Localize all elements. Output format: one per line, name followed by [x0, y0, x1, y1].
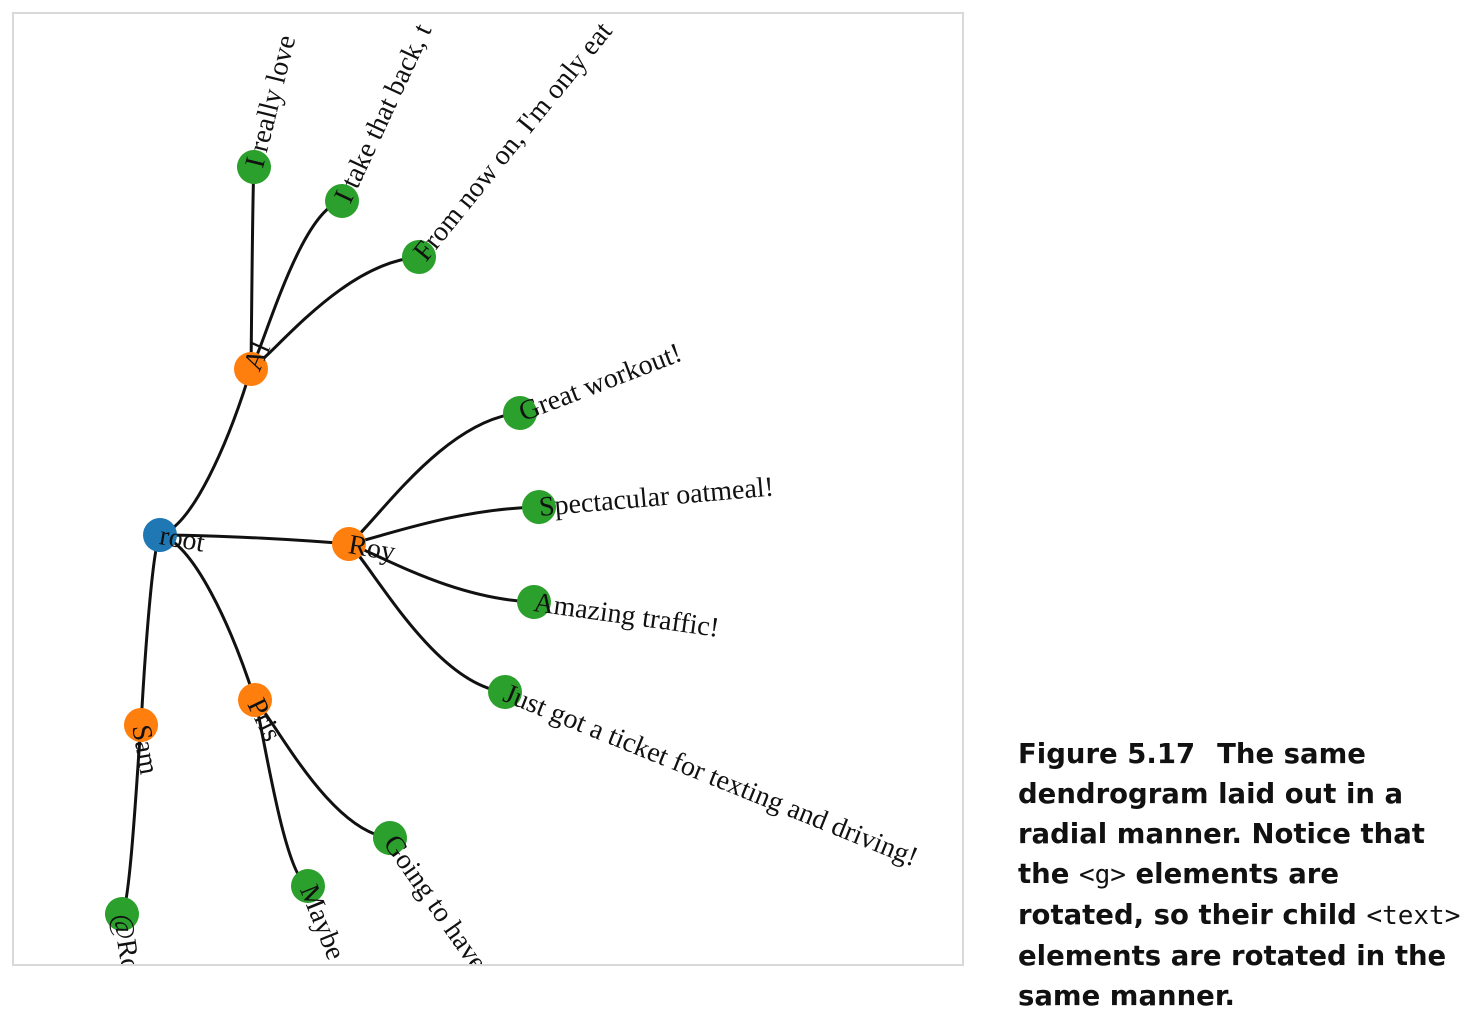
node-roy_4: Just got a ticket for texting and drivin… — [488, 675, 922, 873]
node-circle-sam_1 — [105, 897, 139, 931]
caption-text-1: The same dendrogram laid out in a radial… — [1018, 738, 1425, 890]
node-circle-al_1 — [237, 150, 271, 184]
node-circle-sam — [124, 708, 158, 742]
link-root-sam — [139, 534, 162, 726]
figure-number: Figure 5.17 — [1018, 738, 1196, 770]
link-root-roy — [159, 533, 350, 546]
node-label-al_1: I really love — [239, 32, 302, 171]
node-circle-roy — [332, 527, 366, 561]
link-root-pris — [159, 533, 257, 701]
link-roy-roy_1 — [348, 411, 521, 546]
node-label-al_2: I take that back, t — [328, 19, 438, 208]
node-label-roy_2: Spectacular oatmeal! — [538, 472, 775, 523]
node-label-root: root — [157, 520, 207, 558]
node-roy: Roy — [332, 527, 398, 568]
node-label-roy: Roy — [346, 529, 397, 568]
node-circle-roy_1 — [503, 396, 537, 430]
node-roy_3: Amazing traffic! — [517, 585, 721, 644]
node-circle-al — [234, 352, 268, 386]
caption-text-2: elements are rotated, so their child — [1018, 858, 1367, 931]
node-roy_2: Spectacular oatmeal! — [522, 472, 775, 524]
link-al-al_3 — [250, 255, 420, 371]
node-roy_1: Great workout! — [503, 337, 687, 430]
node-label-roy_1: Great workout! — [515, 337, 687, 428]
node-label-pris_2: Maybe — [293, 880, 351, 964]
link-roy-roy_4 — [347, 542, 506, 694]
node-circle-al_2 — [325, 184, 359, 218]
node-label-sam_1: @Ro — [106, 912, 146, 966]
node-label-al_3: From now on, I'm only eat — [407, 16, 618, 267]
link-al-al_2 — [249, 199, 343, 370]
node-pris_2: Maybe — [291, 869, 351, 964]
node-pris_1: Going to have — [373, 821, 493, 966]
node-circle-root — [143, 518, 177, 552]
node-al_3: From now on, I'm only eat — [402, 16, 619, 274]
caption-text-3: elements are rotated in the same manner. — [1018, 940, 1447, 1012]
caption-code-g: <g> — [1078, 860, 1126, 890]
node-sam: Sam — [124, 708, 164, 777]
node-circle-pris — [238, 683, 272, 717]
node-circle-pris_2 — [291, 869, 325, 903]
node-circle-roy_3 — [517, 585, 551, 619]
node-al_1: I really love — [237, 32, 302, 184]
node-label-pris_1: Going to have — [377, 829, 493, 966]
figure-panel: root Al Roy Pris Sam I really love I take that… — [12, 12, 964, 966]
node-label-roy_4: Just got a ticket for texting and drivin… — [499, 678, 922, 873]
figure-caption: Figure 5.17 The same dendrogram laid out … — [1018, 734, 1462, 1016]
caption-code-text: <text> — [1366, 901, 1461, 931]
node-label-roy_3: Amazing traffic! — [532, 587, 721, 644]
node-al: Al — [234, 337, 277, 386]
node-circle-roy_4 — [488, 675, 522, 709]
node-root: root — [143, 518, 207, 559]
node-al_2: I take that back, t — [325, 19, 438, 218]
link-root-al — [159, 368, 253, 537]
node-circle-pris_1 — [373, 821, 407, 855]
node-circle-roy_2 — [522, 490, 556, 524]
node-label-sam: Sam — [125, 722, 164, 777]
node-circle-al_3 — [402, 240, 436, 274]
node-sam_1: @Ro — [105, 897, 146, 966]
